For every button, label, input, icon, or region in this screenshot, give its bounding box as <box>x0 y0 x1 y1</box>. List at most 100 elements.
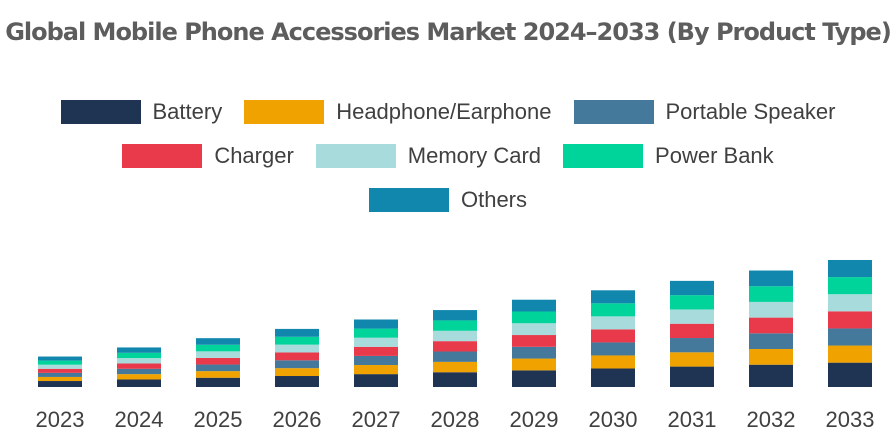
bar-segment-portable-speaker-2033 <box>828 328 872 346</box>
legend-swatch <box>563 144 644 168</box>
x-tick-label: 2027 <box>352 407 401 432</box>
legend-label: Power Bank <box>655 143 774 168</box>
legend: Battery Headphone/Earphone Portable Spea… <box>0 90 896 222</box>
bar-segment-headphone-earphone-2033 <box>828 345 872 363</box>
x-tick-label: 2033 <box>826 407 875 432</box>
bar-segment-memory-card-2028 <box>433 330 477 342</box>
bar-segment-others-2033 <box>828 259 872 278</box>
bar-segment-memory-card-2025 <box>196 351 240 358</box>
bar-segment-charger-2028 <box>433 341 477 352</box>
bar-segment-battery-2026 <box>275 376 319 387</box>
legend-row: Charger Memory Card Power Bank <box>0 134 896 178</box>
x-tick-label: 2025 <box>194 407 243 432</box>
bar-segment-power-bank-2024 <box>117 352 161 359</box>
bar-segment-portable-speaker-2025 <box>196 364 240 372</box>
x-tick-label: 2023 <box>36 407 85 432</box>
bar-segment-charger-2033 <box>828 311 872 329</box>
bar-segment-portable-speaker-2029 <box>512 346 556 359</box>
legend-label: Memory Card <box>407 143 542 168</box>
bar-segment-battery-2025 <box>196 377 240 387</box>
bar-segment-charger-2032 <box>749 317 793 334</box>
legend-swatch <box>315 144 396 168</box>
bar-segment-battery-2028 <box>433 372 477 387</box>
legend-swatch <box>573 100 654 124</box>
bar-segment-others-2031 <box>670 280 714 296</box>
bar-segment-headphone-earphone-2031 <box>670 352 714 367</box>
bar-segment-headphone-earphone-2027 <box>354 365 398 375</box>
legend-item-power-bank: Power Bank <box>563 143 774 169</box>
bar-segment-others-2027 <box>354 319 398 329</box>
bar-segment-portable-speaker-2023 <box>38 372 82 377</box>
bar-segment-headphone-earphone-2024 <box>117 374 161 380</box>
bar-segment-headphone-earphone-2030 <box>591 355 635 369</box>
bar-segment-charger-2023 <box>38 368 82 373</box>
bar-segment-power-bank-2027 <box>354 328 398 338</box>
bar-segment-charger-2030 <box>591 329 635 343</box>
legend-swatch <box>368 188 449 212</box>
bar-segment-power-bank-2026 <box>275 336 319 345</box>
bar-segment-memory-card-2023 <box>38 364 82 369</box>
bar-segment-others-2030 <box>591 290 635 304</box>
bar-segment-others-2026 <box>275 328 319 337</box>
bar-segment-power-bank-2028 <box>433 320 477 331</box>
bar-segment-charger-2031 <box>670 323 714 339</box>
bar-segment-portable-speaker-2027 <box>354 355 398 366</box>
bar-segment-battery-2027 <box>354 374 398 387</box>
bar-segment-others-2024 <box>117 347 161 353</box>
x-tick-label: 2031 <box>668 407 717 432</box>
bar-segment-memory-card-2029 <box>512 323 556 336</box>
bar-segment-battery-2030 <box>591 368 635 387</box>
legend-label: Portable Speaker <box>665 99 836 124</box>
bar-segment-portable-speaker-2026 <box>275 360 319 369</box>
bar-segment-power-bank-2032 <box>749 286 793 302</box>
bar-segment-power-bank-2025 <box>196 344 240 352</box>
bar-segment-battery-2023 <box>38 381 82 387</box>
bar-segment-battery-2024 <box>117 379 161 387</box>
bar-segment-memory-card-2032 <box>749 301 793 318</box>
bar-segment-charger-2024 <box>117 363 161 369</box>
bar-segment-portable-speaker-2030 <box>591 342 635 356</box>
chart-title: Global Mobile Phone Accessories Market 2… <box>5 18 892 46</box>
legend-label: Others <box>460 187 528 212</box>
bar-segment-portable-speaker-2031 <box>670 338 714 353</box>
bar-segment-others-2023 <box>38 356 82 361</box>
bar-segment-power-bank-2029 <box>512 311 556 324</box>
bar-segment-others-2032 <box>749 270 793 287</box>
legend-item-portable-speaker: Portable Speaker <box>573 99 836 125</box>
bar-segment-battery-2032 <box>749 364 793 387</box>
bar-segment-others-2029 <box>512 299 556 312</box>
bar-segment-charger-2025 <box>196 357 240 365</box>
legend-swatch <box>244 100 325 124</box>
bar-segment-battery-2029 <box>512 370 556 387</box>
legend-item-others: Others <box>368 187 528 213</box>
legend-swatch <box>60 100 141 124</box>
bar-segment-memory-card-2030 <box>591 316 635 330</box>
bar-segment-power-bank-2033 <box>828 277 872 295</box>
bar-segment-portable-speaker-2032 <box>749 333 793 350</box>
legend-swatch <box>122 144 203 168</box>
bar-segment-others-2028 <box>433 310 477 321</box>
x-tick-label: 2026 <box>273 407 322 432</box>
x-tick-label: 2024 <box>115 407 164 432</box>
bar-segment-memory-card-2024 <box>117 358 161 364</box>
legend-row: Battery Headphone/Earphone Portable Spea… <box>0 90 896 134</box>
bar-segment-memory-card-2033 <box>828 294 872 312</box>
legend-item-memory-card: Memory Card <box>315 143 542 169</box>
x-tick-label: 2032 <box>747 407 796 432</box>
bar-segment-memory-card-2026 <box>275 344 319 353</box>
stacked-bar-chart: 2023 2024 2025 2026 2027 2028 2029 2030 2031 2032… <box>36 259 875 432</box>
bar-segment-charger-2029 <box>512 335 556 347</box>
legend-row: Others <box>0 178 896 222</box>
bar-segment-power-bank-2031 <box>670 295 714 310</box>
bar-segment-headphone-earphone-2032 <box>749 349 793 365</box>
bar-segment-others-2025 <box>196 338 240 345</box>
legend-label: Battery <box>152 99 223 124</box>
bar-segment-headphone-earphone-2026 <box>275 368 319 377</box>
bar-segment-headphone-earphone-2029 <box>512 358 556 371</box>
legend-item-battery: Battery <box>60 99 223 125</box>
bar-segment-battery-2031 <box>670 366 714 387</box>
bar-segment-memory-card-2031 <box>670 309 714 324</box>
x-tick-label: 2029 <box>510 407 559 432</box>
legend-label: Charger <box>214 143 294 168</box>
bar-segment-battery-2033 <box>828 362 872 387</box>
